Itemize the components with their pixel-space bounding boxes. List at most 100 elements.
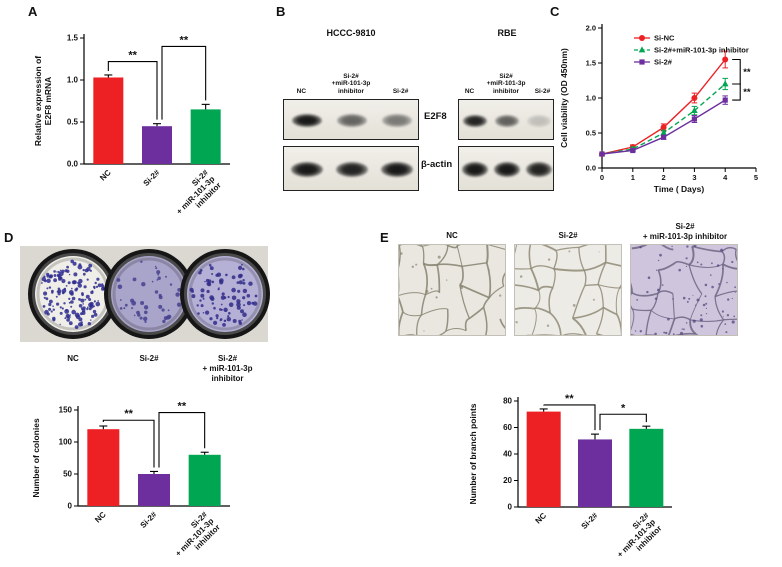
image-label-si2-inhibitor: Si-2# + miR-101-3p inhibitor [642,222,728,241]
lane-label: Si-2# [534,88,551,96]
colony-dot [227,295,230,299]
cell-speck [699,318,703,322]
dish-surface [111,256,187,332]
blot-title-hccc-9810: HCCC-9810 [326,28,376,38]
cell-speck [572,304,576,307]
colony-dot [242,288,248,294]
colony-dot [52,305,54,307]
colony-dot [81,311,86,315]
data-point-circle [691,95,698,101]
tube-strand [595,307,604,335]
blot-band [381,162,414,177]
cell-speck [435,296,438,299]
colony-dot [61,307,64,310]
blot-row-label-e2f8: E2F8 [424,111,447,122]
colony-dot [223,307,228,312]
tube-strand [695,333,699,335]
tube-strand [631,282,633,293]
cell-speck [700,314,703,317]
cell-speck [692,294,694,296]
cell-speck [568,250,571,253]
colony-dot [219,279,221,282]
x-tick-label: 1 [631,173,635,182]
colony-dot [252,301,258,306]
colony-dot [175,292,180,297]
colony-dot [211,280,215,284]
blot-band [463,114,487,127]
colony-dot [78,263,82,266]
image-bg [515,245,621,335]
colony-dot [86,278,89,281]
tube-strand [416,314,423,335]
colony-dot [68,321,73,326]
colony-dot [222,323,226,327]
tube-strand [661,245,674,251]
colony-dot [68,273,71,276]
colony-dot [45,297,49,301]
tube-strand [674,260,690,266]
cell-speck [499,294,502,297]
cell-speck [636,299,639,301]
colony-dot [136,310,140,315]
tube-strand [399,245,423,248]
cell-speck [459,285,464,289]
y-tick-label: 1.0 [586,94,596,103]
colony-dot [158,304,163,309]
series-line [601,59,726,155]
cell-speck [519,275,523,278]
colony-dot [48,302,52,307]
cell-speck [546,324,550,327]
tube-strand [723,318,737,321]
cell-speck [688,297,691,300]
colony-dot [209,266,214,271]
y-tick-label: 0.5 [67,118,79,127]
cell-speck [682,296,686,300]
cell-speck [731,260,734,264]
cell-speck [724,323,727,325]
cell-speck [705,313,708,315]
cell-speck [547,258,551,261]
x-tick-label: 5 [754,173,758,182]
tube-strand [399,296,404,313]
colony-dot [53,270,56,273]
cell-speck [672,298,674,300]
colony-dot [67,281,71,285]
colony-dot [95,285,99,288]
colony-dot [236,281,240,284]
data-point-triangle [691,107,698,113]
colony-dot [88,263,93,268]
x-tick-label: 2 [662,173,666,182]
colony-dot [72,261,77,266]
bar-2 [629,428,664,507]
tube-strand [462,262,487,267]
tube-strand [488,285,504,299]
tube-strand [584,261,607,272]
colony-dot [242,279,245,282]
cell-speck [716,264,720,267]
cell-speck [696,261,699,264]
tube-strand [482,297,490,308]
tube-strand [631,308,635,331]
tube-strand [399,245,401,269]
tube-strand [602,306,618,316]
cell-speck [727,298,730,301]
colony-dot [56,290,60,293]
colony-dot [204,280,206,283]
sig-bracket [161,45,207,120]
tube-strand [499,318,505,329]
sig-bracket [543,404,596,431]
y-tick-label: 1.5 [67,34,79,43]
colony-dot [58,271,64,277]
colony-dot [78,282,81,285]
colony-dot [161,308,165,312]
y-tick-label: 50 [63,470,72,479]
bar-2 [188,454,221,506]
colony-dot [73,272,78,277]
colony-dot [237,289,241,293]
colony-dot [242,281,246,285]
x-tick-label: 4 [723,173,728,182]
colony-dot [64,317,67,320]
cell-speck [680,331,683,335]
y-axis-label: Relative expression ofE2F8 mRNA [34,56,53,146]
